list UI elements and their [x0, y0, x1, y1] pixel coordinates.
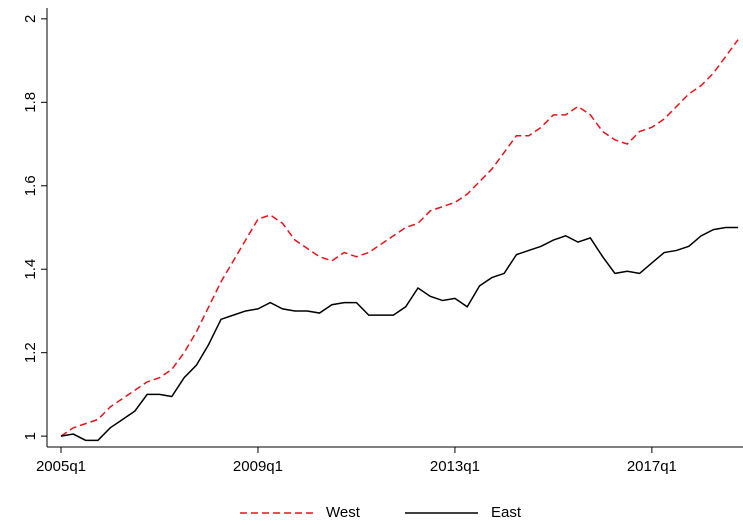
x-tick-label: 2009q1 [233, 458, 283, 475]
y-tick-label: 1 [22, 432, 39, 440]
y-tick-label: 1.2 [22, 342, 39, 363]
y-tick-label: 1.6 [22, 175, 39, 196]
series-line [60, 39, 739, 437]
legend-label: West [326, 504, 361, 521]
y-tick-label: 2 [22, 15, 39, 23]
x-tick-label: 2005q1 [36, 458, 86, 475]
y-tick-label: 1.8 [22, 92, 39, 113]
y-tick-label: 1.4 [22, 259, 39, 280]
legend-label: East [491, 504, 522, 521]
x-tick-label: 2017q1 [627, 458, 677, 475]
series-line [60, 226, 739, 442]
x-tick-label: 2013q1 [430, 458, 480, 475]
